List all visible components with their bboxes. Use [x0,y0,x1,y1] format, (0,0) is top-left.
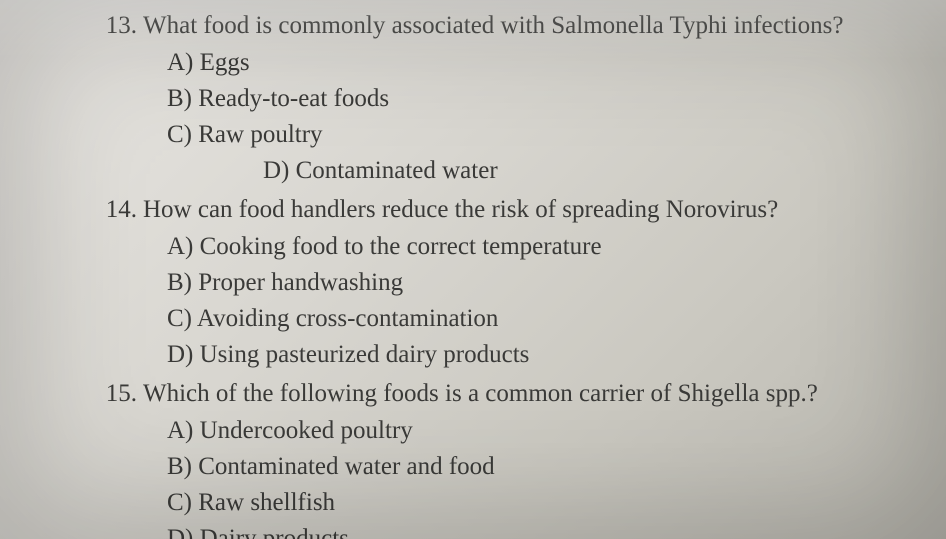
option-d: D) Using pasteurized dairy products [95,337,906,372]
question-14: 14. How can food handlers reduce the ris… [95,192,906,372]
question-13: 13. What food is commonly associated wit… [95,8,906,188]
option-b: B) Contaminated water and food [95,449,906,484]
question-15: 15. Which of the following foods is a co… [95,376,906,539]
question-text: What food is commonly associated with Sa… [143,8,906,43]
question-number: 14. [95,192,143,227]
option-b: B) Proper handwashing [95,265,906,300]
option-a: A) Undercooked poultry [95,413,906,448]
option-c: C) Raw poultry [95,117,906,152]
option-d: D) Contaminated water [95,153,906,188]
question-line: 13. What food is commonly associated wit… [95,8,906,43]
option-a: A) Eggs [95,45,906,80]
question-number: 13. [95,8,143,43]
question-text: How can food handlers reduce the risk of… [143,192,906,227]
option-c: C) Avoiding cross-contamination [95,301,906,336]
option-c: C) Raw shellfish [95,485,906,520]
page-content: 13. What food is commonly associated wit… [0,0,946,539]
option-d: D) Dairy products [95,521,906,539]
question-line: 14. How can food handlers reduce the ris… [95,192,906,227]
option-b: B) Ready-to-eat foods [95,81,906,116]
option-a: A) Cooking food to the correct temperatu… [95,229,906,264]
question-number: 15. [95,376,143,411]
question-text: Which of the following foods is a common… [143,376,906,411]
question-line: 15. Which of the following foods is a co… [95,376,906,411]
